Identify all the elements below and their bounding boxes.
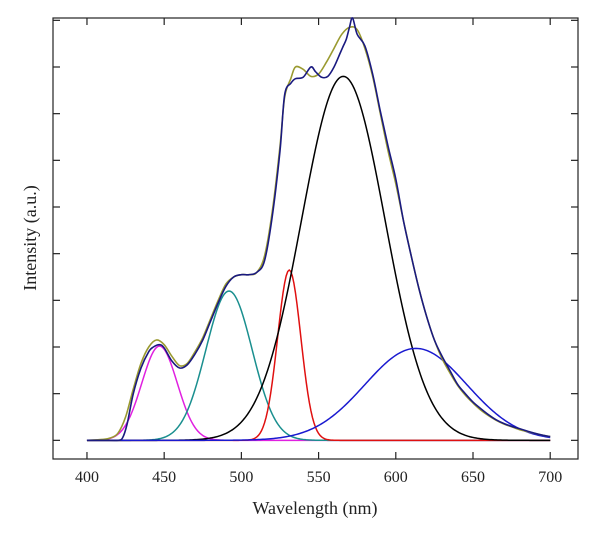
x-axis-ticks: 400 450 500 550 600 650 700 (75, 18, 562, 486)
gaussian-components (86, 75, 551, 442)
measured-series (86, 17, 551, 442)
x-tick-label-6: 700 (538, 469, 562, 486)
series-line-0 (86, 17, 551, 442)
y-axis-label: Intensity (a.u.) (20, 185, 41, 290)
component-curve-1 (86, 290, 551, 442)
x-tick-label-3: 550 (307, 469, 331, 486)
x-tick-label-5: 650 (461, 469, 485, 486)
x-tick-label-0: 400 (75, 469, 99, 486)
series-line-1 (86, 26, 551, 442)
y-axis-ticks (53, 19, 578, 441)
component-curve-2 (86, 268, 551, 442)
component-curve-4 (86, 347, 551, 442)
plot-frame (52, 17, 579, 460)
component-curve-3 (86, 75, 551, 442)
x-axis-label: Wavelength (nm) (252, 498, 377, 519)
x-tick-label-1: 450 (152, 469, 176, 486)
x-tick-label-4: 600 (384, 469, 408, 486)
x-tick-label-2: 500 (229, 469, 253, 486)
